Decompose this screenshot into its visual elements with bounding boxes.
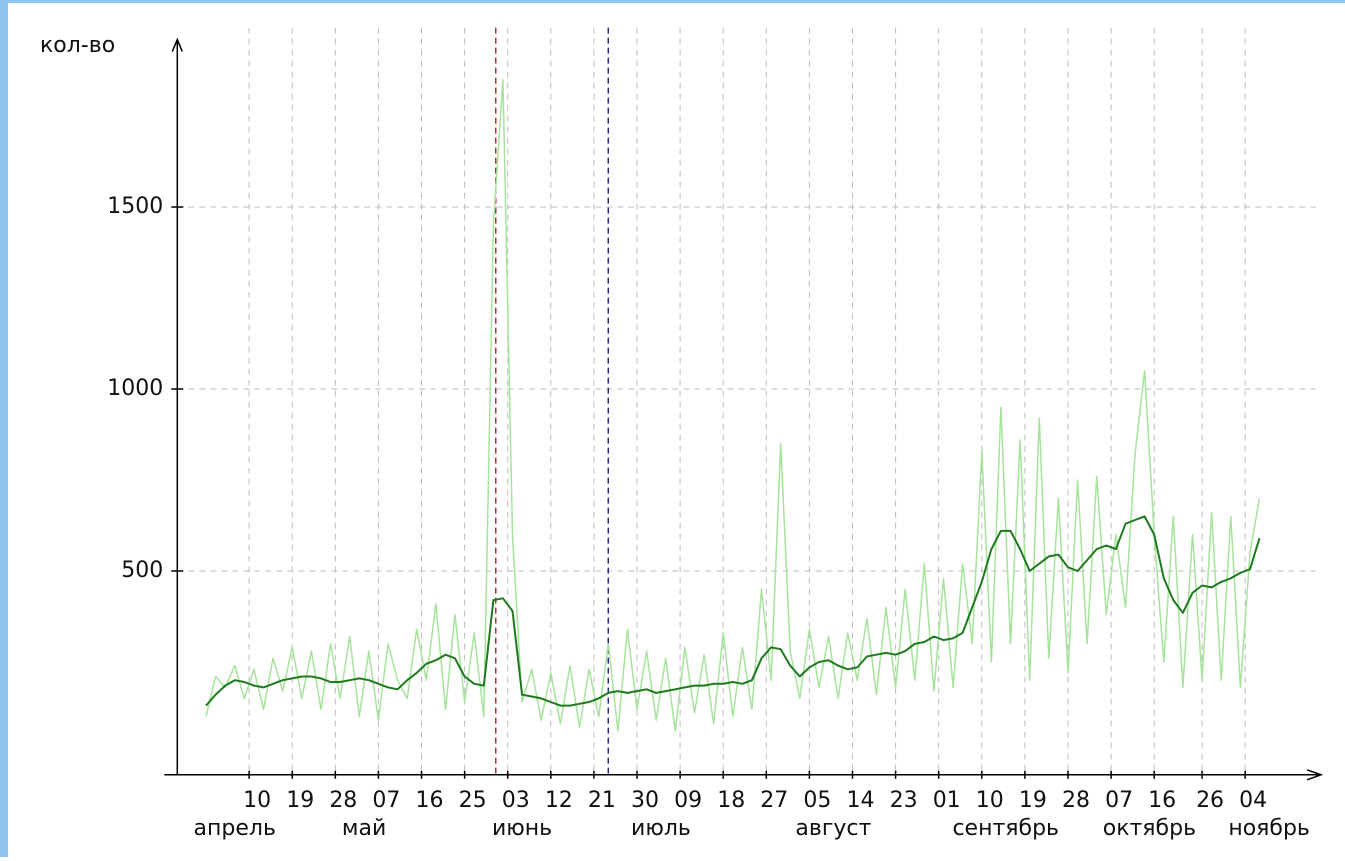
- x-tick-label: 14: [847, 788, 875, 813]
- data-line: [205, 78, 1261, 732]
- month-label: сентябрь: [952, 816, 1059, 841]
- data-line: [205, 515, 1261, 707]
- x-tick-label: 19: [1019, 788, 1047, 813]
- x-tick-label: 05: [803, 788, 831, 813]
- x-tick-label: 28: [329, 788, 357, 813]
- month-label: май: [342, 816, 386, 841]
- x-tick-label: 09: [674, 788, 702, 813]
- month-label: ноябрь: [1228, 816, 1310, 841]
- x-tick-label: 12: [545, 788, 573, 813]
- y-tick-label: 1000: [107, 376, 163, 401]
- month-label: август: [795, 816, 871, 841]
- x-tick-label: 04: [1239, 788, 1267, 813]
- x-tick-label: 30: [631, 788, 659, 813]
- window-border: [0, 0, 8, 857]
- window-border: [0, 0, 1345, 3]
- y-axis-label: кол-во: [40, 33, 115, 58]
- x-tick-label: 27: [760, 788, 788, 813]
- y-axis-arrow: [171, 37, 183, 52]
- x-tick-label: 10: [243, 788, 271, 813]
- x-tick-label: 03: [502, 788, 530, 813]
- y-tick-label: 1500: [107, 194, 163, 219]
- x-tick-label: 23: [890, 788, 918, 813]
- x-tick-label: 07: [1105, 788, 1133, 813]
- month-label: июль: [631, 816, 691, 841]
- x-tick-label: 01: [933, 788, 961, 813]
- x-tick-label: 16: [416, 788, 444, 813]
- x-tick-label: 21: [588, 788, 616, 813]
- x-axis-arrow: [1306, 769, 1324, 781]
- x-tick-label: 26: [1196, 788, 1224, 813]
- month-label: октябрь: [1103, 816, 1196, 841]
- x-tick-label: 19: [286, 788, 314, 813]
- x-tick-label: 28: [1062, 788, 1090, 813]
- x-tick-label: 18: [717, 788, 745, 813]
- x-tick-label: 10: [976, 788, 1004, 813]
- y-tick-label: 500: [121, 558, 163, 583]
- x-tick-label: 25: [459, 788, 487, 813]
- month-label: июнь: [492, 816, 552, 841]
- x-tick-label: 07: [372, 788, 400, 813]
- month-label: апрель: [194, 816, 276, 841]
- x-tick-label: 16: [1148, 788, 1176, 813]
